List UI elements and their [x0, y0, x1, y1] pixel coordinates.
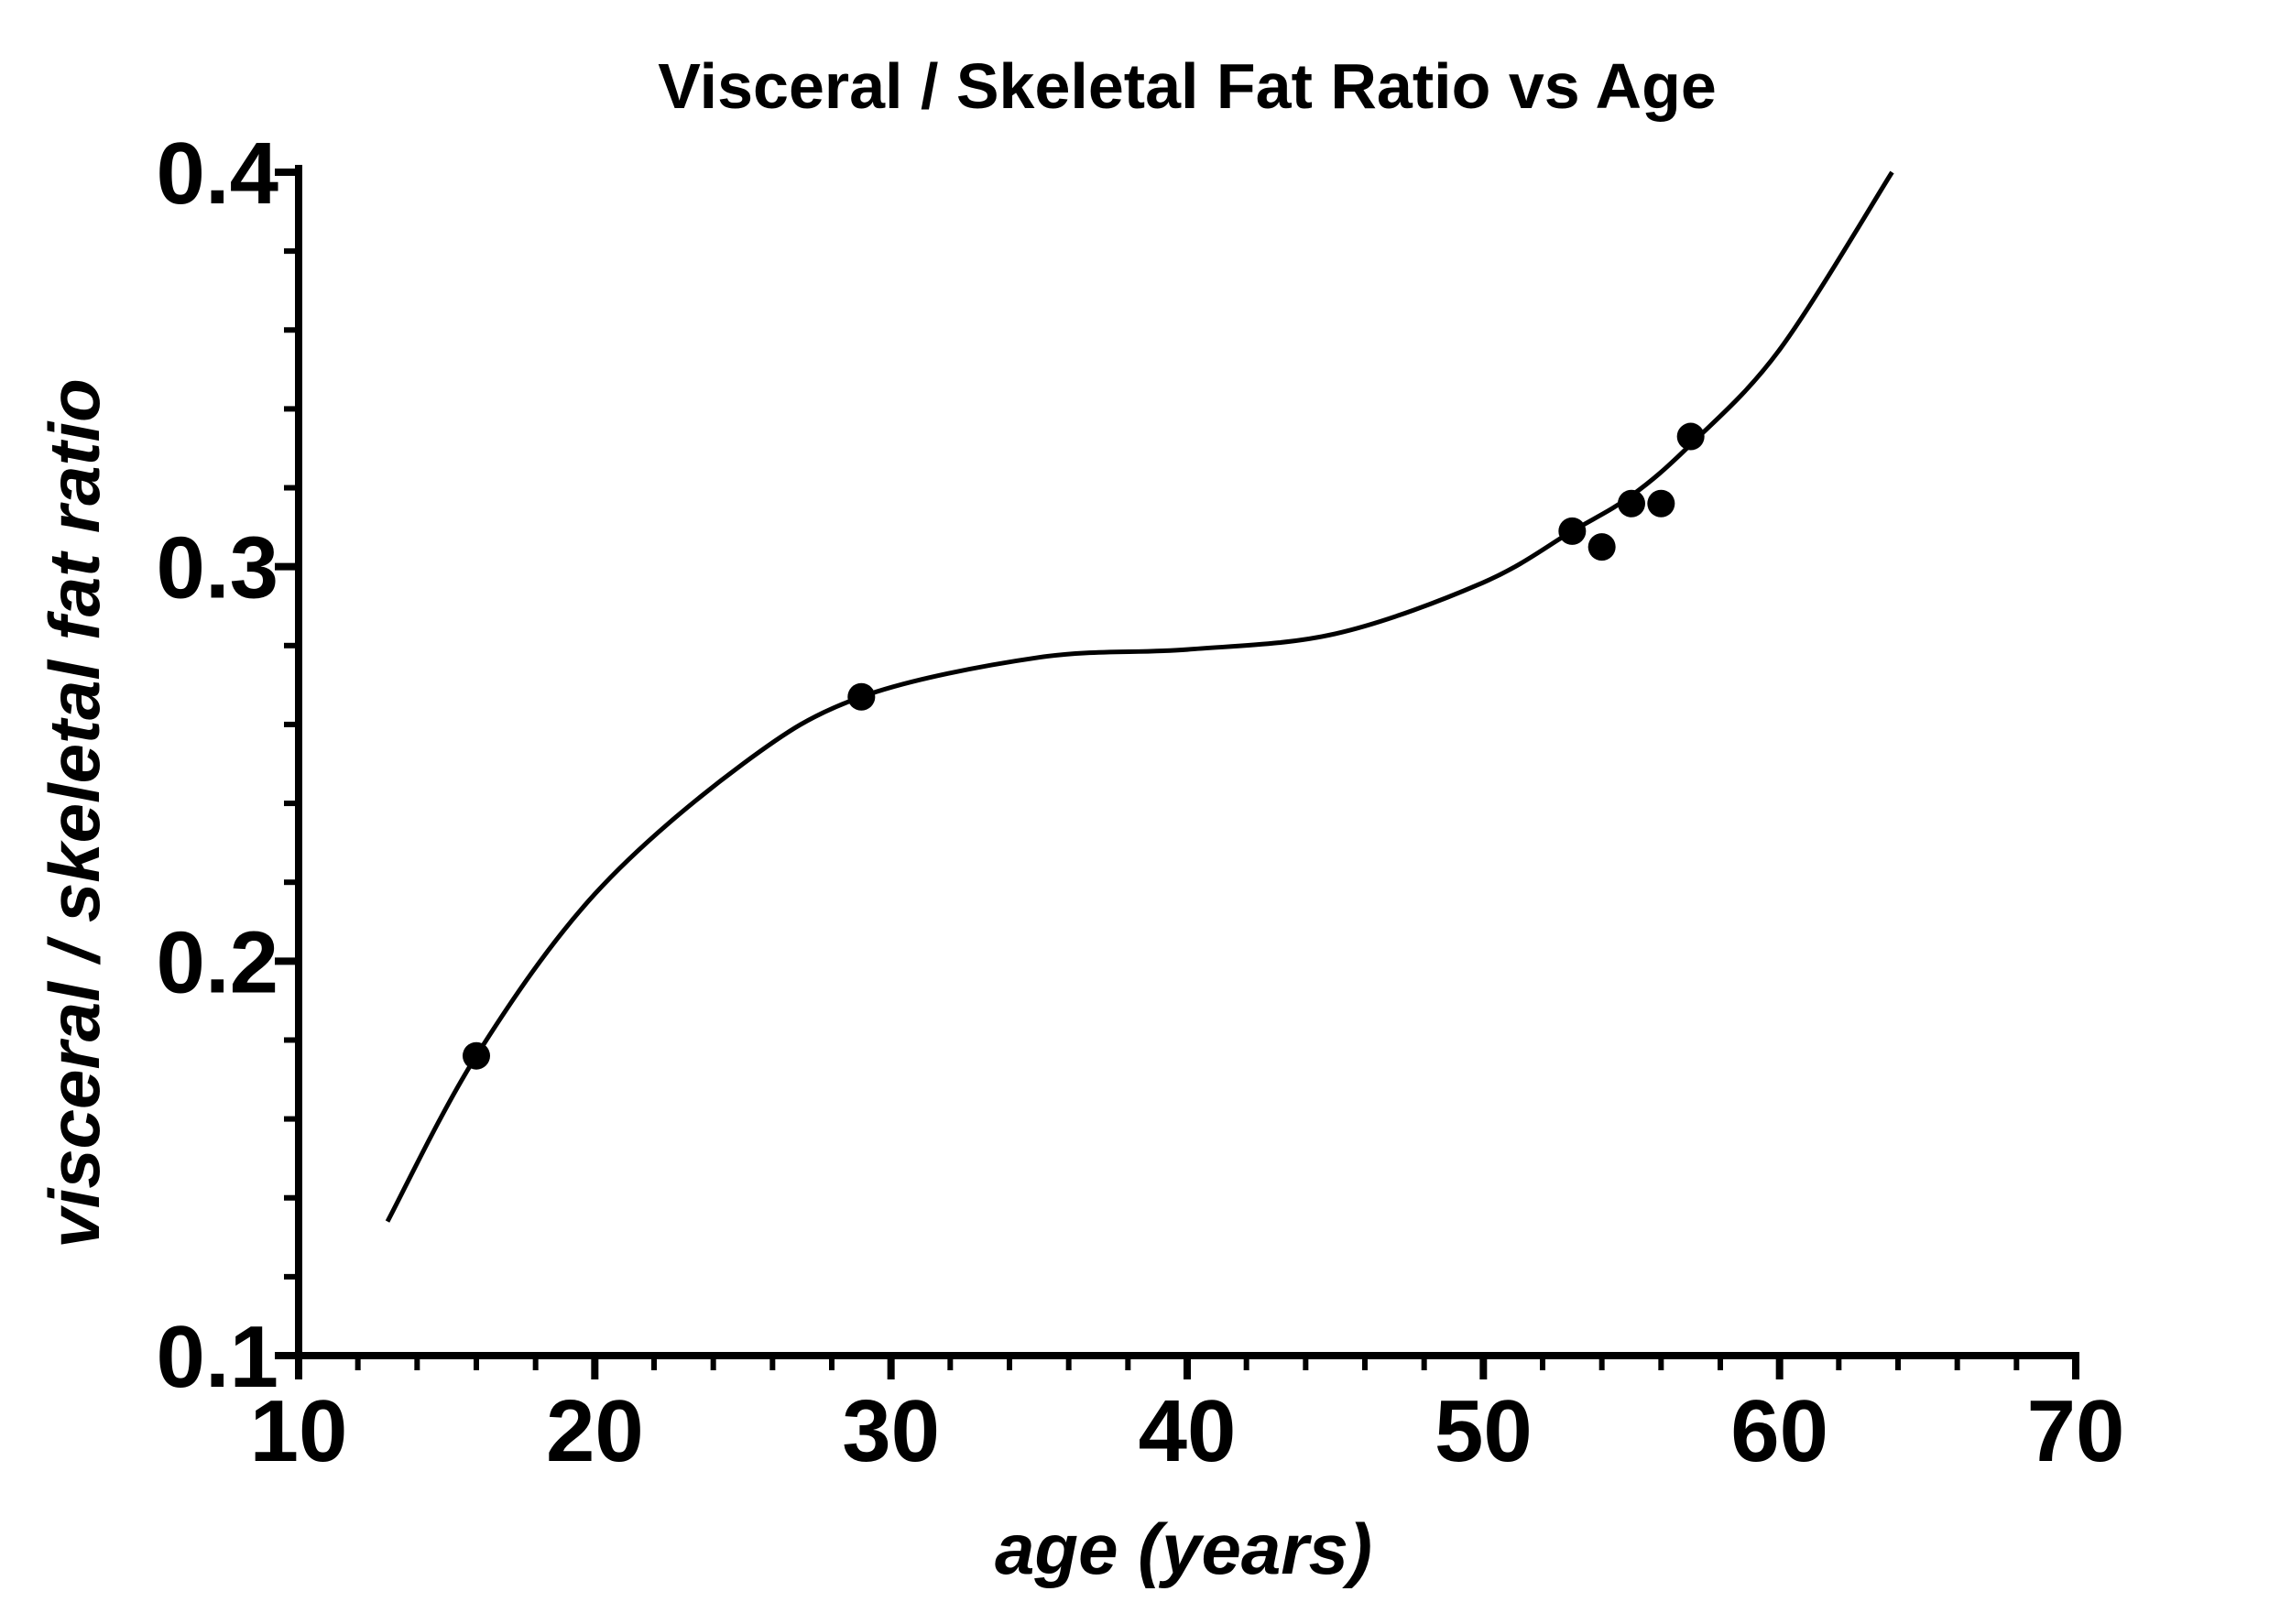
- x-tick-label: 70: [2027, 1382, 2125, 1480]
- x-tick-label: 20: [546, 1382, 644, 1480]
- fit-curve: [385, 170, 1894, 1223]
- x-tick-label: 50: [1435, 1382, 1533, 1480]
- data-point: [463, 1041, 490, 1070]
- data-point: [1676, 422, 1705, 451]
- y-tick-label: 0.2: [157, 913, 278, 1011]
- chart-title: Visceral / Skeletal Fat Ratio vs Age: [658, 50, 1717, 122]
- y-tick-label: 0.4: [157, 125, 278, 223]
- y-tick-label: 0.3: [157, 519, 278, 617]
- y-tick-label: 0.1: [157, 1308, 278, 1406]
- x-tick-label: 30: [842, 1382, 940, 1480]
- plot-area: 10 20 30 40 50 60 70 0.1 0.2 0.3 0.4: [157, 125, 2125, 1480]
- x-tick-label: 40: [1139, 1382, 1237, 1480]
- data-point: [1587, 533, 1616, 561]
- data-point: [1647, 489, 1675, 518]
- y-axis-title: visceral / skeletal fat ratio: [34, 378, 115, 1248]
- x-tick-label: 10: [250, 1382, 348, 1480]
- data-point: [1618, 489, 1645, 518]
- x-tick-label: 60: [1730, 1382, 1828, 1480]
- data-point: [847, 682, 876, 711]
- data-point: [1558, 517, 1587, 545]
- x-axis-title: age (years): [995, 1509, 1372, 1589]
